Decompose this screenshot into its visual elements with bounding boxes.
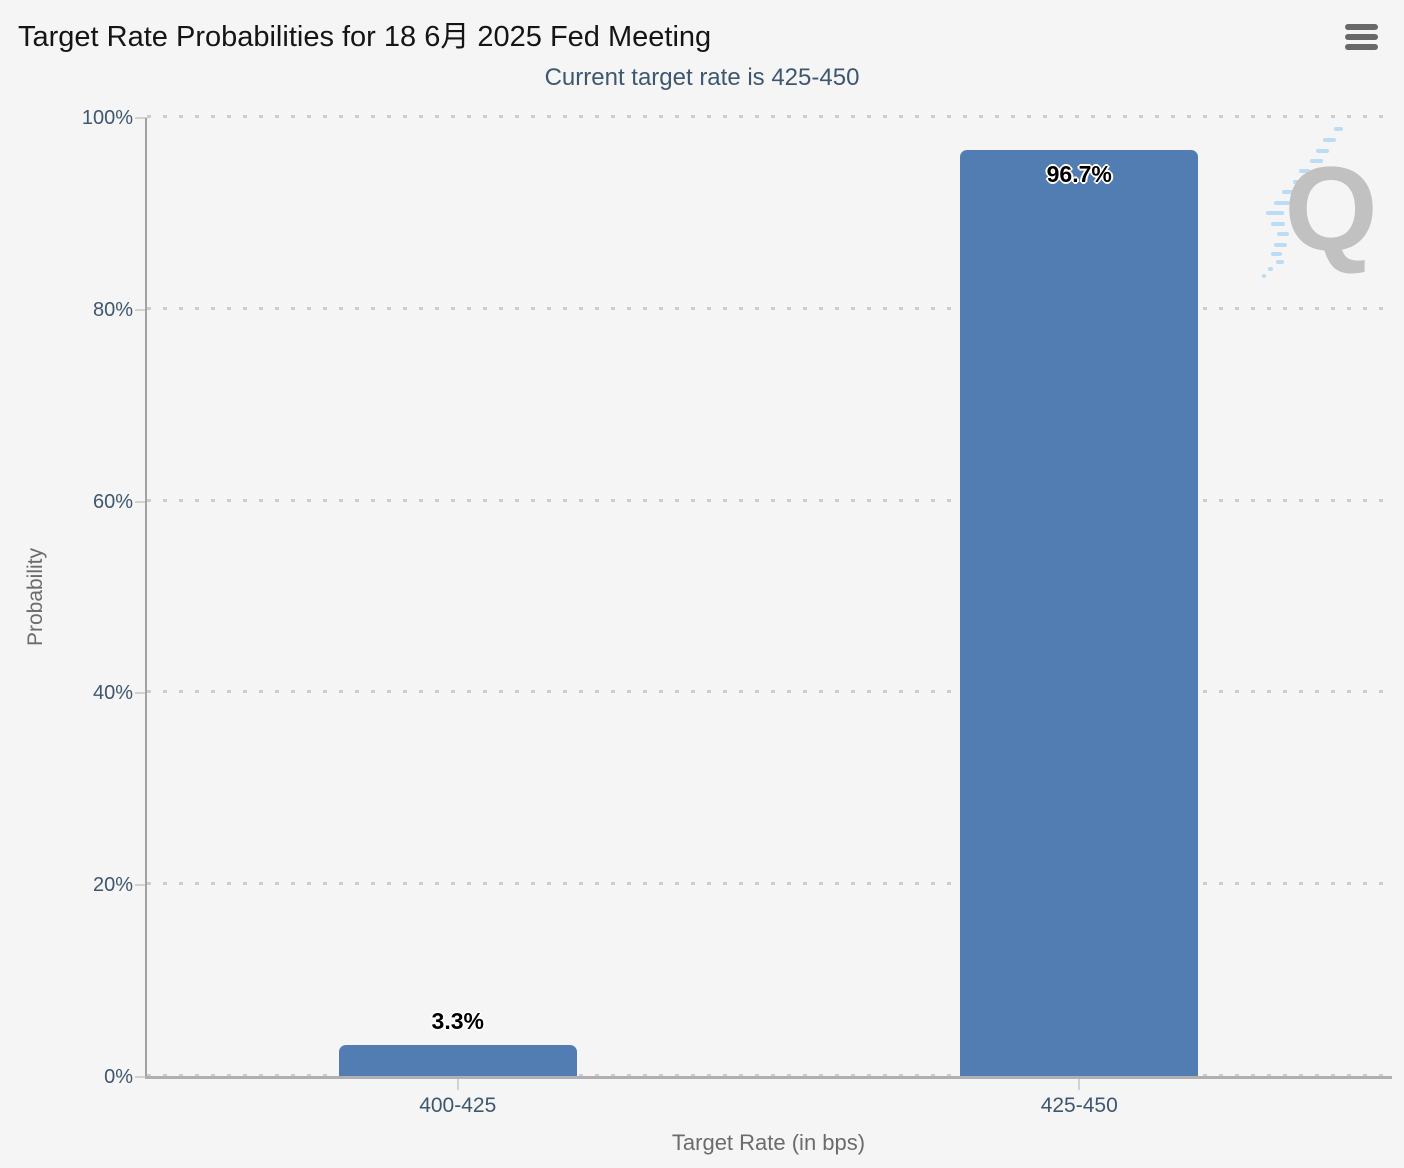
y-axis-tick-label: 100%: [81, 107, 133, 129]
x-axis-title: Target Rate (in bps): [671, 1130, 866, 1155]
y-axis-tick-label: 40%: [92, 682, 133, 705]
x-axis-category-label: 425-450: [1040, 1094, 1118, 1117]
hamburger-menu-icon: [1344, 34, 1378, 40]
y-gridline: [147, 1074, 1390, 1077]
chart-context-menu-button[interactable]: [1340, 18, 1382, 56]
y-axis-title: Probability: [24, 547, 47, 647]
y-axis-tick-label: 80%: [92, 298, 133, 321]
hamburger-menu-icon: [1344, 44, 1378, 50]
y-gridline: [147, 882, 1390, 886]
y-axis-tick: [135, 1076, 147, 1078]
y-axis-tick-label: 0%: [104, 1066, 133, 1088]
y-axis-tick: [135, 884, 147, 887]
y-axis-tick: [135, 692, 147, 695]
x-axis-category-label: 400-425: [419, 1094, 497, 1117]
x-axis-tick: [456, 1077, 459, 1090]
y-axis-tick: [135, 500, 147, 503]
hamburger-menu-icon: [1344, 24, 1378, 30]
chart-title: Target Rate Probabilities for 18 6月 2025…: [18, 21, 712, 53]
x-axis-line: [145, 1076, 1392, 1079]
y-axis-tick: [135, 117, 147, 119]
y-axis-tick: [135, 308, 147, 311]
bar-value-label: 3.3%: [431, 1008, 484, 1035]
probability-bar[interactable]: [338, 1045, 577, 1076]
y-gridline: [147, 115, 1390, 118]
chart-subtitle: Current target rate is 425-450: [544, 64, 860, 91]
y-axis-tick-label: 60%: [92, 490, 133, 513]
y-gridline: [147, 690, 1390, 694]
y-axis-line: [145, 118, 147, 1077]
q-logo-watermark: Q: [1262, 127, 1378, 278]
watermark-speed-dashes: [1262, 127, 1343, 278]
x-axis-tick: [1078, 1077, 1081, 1090]
bar-value-label: 96.7%: [1046, 160, 1112, 187]
y-gridline: [147, 498, 1390, 502]
probability-bar[interactable]: [960, 149, 1199, 1076]
watermark-q-letter: Q: [1284, 142, 1377, 276]
y-axis-tick-label: 20%: [92, 874, 133, 897]
y-gridline: [147, 306, 1390, 310]
